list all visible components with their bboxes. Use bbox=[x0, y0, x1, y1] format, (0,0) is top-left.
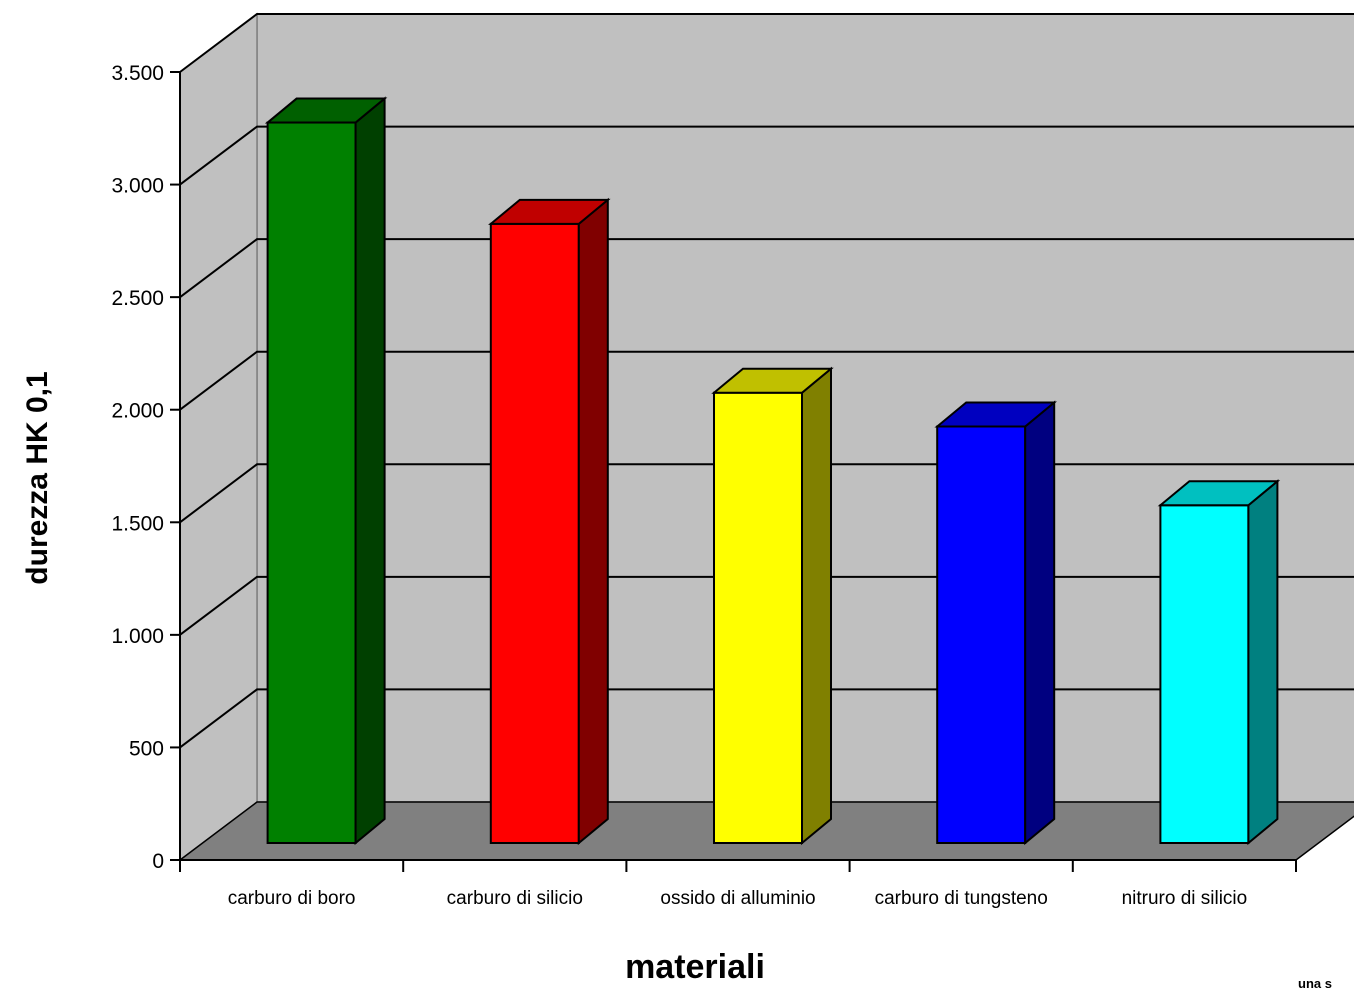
bar-front bbox=[936, 425, 1027, 844]
bar-side bbox=[354, 96, 386, 846]
bar-top bbox=[264, 97, 388, 124]
y-tick-labels: 0 500 1.000 1.500 2.000 2.500 3.000 3.500 bbox=[111, 62, 164, 873]
bar-top bbox=[488, 198, 611, 225]
bar-side bbox=[1024, 400, 1056, 846]
gridline bbox=[179, 13, 1354, 73]
x-tick-label: carburo di tungsteno bbox=[875, 888, 1048, 909]
bar-front bbox=[713, 391, 803, 844]
side-wall bbox=[179, 12, 258, 862]
y-tick-label: 0 bbox=[152, 850, 164, 873]
y-tick-label: 2.000 bbox=[111, 400, 164, 423]
y-tick-label: 2.500 bbox=[111, 287, 164, 310]
bar-front bbox=[1159, 504, 1250, 844]
bar bbox=[488, 197, 611, 846]
bar-side bbox=[1247, 479, 1279, 846]
x-tick-label: carburo di silicio bbox=[447, 888, 583, 909]
bar-front bbox=[266, 121, 357, 845]
x-tick-labels: carburo di boro carburo di silicio ossido … bbox=[228, 888, 1248, 909]
axes bbox=[170, 71, 1297, 872]
y-tick-label: 500 bbox=[129, 737, 164, 760]
bar bbox=[934, 400, 1057, 846]
bar-top bbox=[711, 367, 834, 394]
bar bbox=[264, 96, 388, 846]
gridline bbox=[179, 238, 1354, 298]
y-tick-label: 1.000 bbox=[111, 625, 164, 648]
bar-top bbox=[1157, 480, 1281, 507]
bar-front bbox=[489, 222, 580, 845]
bar-top bbox=[934, 401, 1057, 428]
gridline bbox=[179, 125, 1354, 186]
y-tick-label: 3.500 bbox=[111, 62, 164, 85]
x-tick-label: carburo di boro bbox=[228, 888, 356, 909]
bar bbox=[711, 366, 834, 846]
bar-side bbox=[577, 197, 609, 846]
y-axis-title: durezza HK 0,1 bbox=[21, 371, 54, 584]
bar-side bbox=[801, 366, 832, 846]
y-tick-label: 3.000 bbox=[111, 175, 164, 198]
x-tick-label: ossido di alluminio bbox=[660, 888, 815, 909]
x-tick-label: nitruro di silicio bbox=[1122, 888, 1248, 909]
bars bbox=[264, 96, 1281, 846]
corner-note: una s bbox=[1298, 976, 1332, 991]
y-tick-label: 1.500 bbox=[111, 512, 164, 535]
bar bbox=[1157, 479, 1281, 846]
x-axis-title: materiali bbox=[625, 948, 765, 986]
gridline bbox=[179, 350, 1354, 411]
